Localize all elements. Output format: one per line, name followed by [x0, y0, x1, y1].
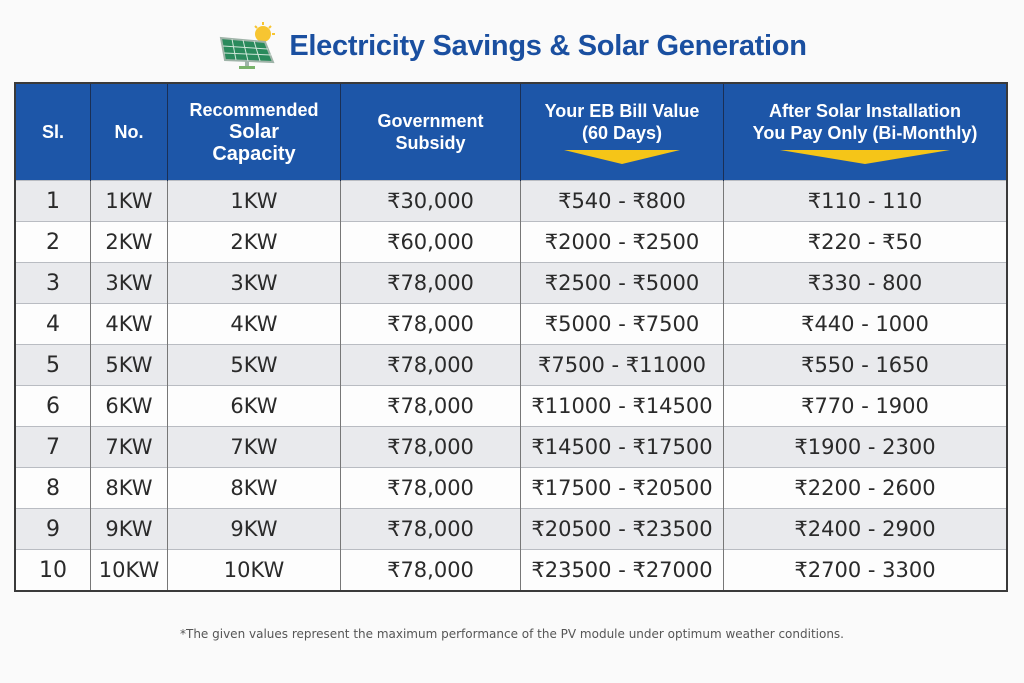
page-header: Electricity Savings & Solar Generation: [0, 22, 1024, 70]
cell-bill: ₹7500 - ₹11000: [520, 344, 724, 386]
cell-after-solar: ₹2700 - 3300: [723, 549, 1007, 591]
cell-sl: 7: [15, 426, 91, 468]
cell-no: 10KW: [90, 549, 168, 591]
table-row: 1 1KW 1KW ₹30,000 ₹540 - ₹800 ₹110 - 110: [15, 180, 1007, 222]
cell-after-solar: ₹1900 - 2300: [723, 426, 1007, 468]
cell-sl: 2: [15, 221, 91, 263]
cell-sl: 4: [15, 303, 91, 345]
cell-after-solar: ₹2200 - 2600: [723, 467, 1007, 509]
header-no: No.: [90, 83, 168, 181]
solar-panel-icon: [220, 22, 276, 69]
cell-sl: 3: [15, 262, 91, 304]
cell-bill: ₹2500 - ₹5000: [520, 262, 724, 304]
cell-capacity: 10KW: [167, 549, 341, 591]
header-line: Subsidy: [395, 133, 466, 153]
cell-capacity: 4KW: [167, 303, 341, 345]
page-title: Electricity Savings & Solar Generation: [289, 29, 807, 62]
cell-bill: ₹20500 - ₹23500: [520, 508, 724, 550]
cell-no: 2KW: [90, 221, 168, 263]
cell-subsidy: ₹78,000: [340, 508, 521, 550]
cell-no: 1KW: [90, 180, 168, 222]
cell-capacity: 2KW: [167, 221, 341, 263]
cell-subsidy: ₹60,000: [340, 221, 521, 263]
cell-sl: 10: [15, 549, 91, 591]
table-row: 4 4KW 4KW ₹78,000 ₹5000 - ₹7500 ₹440 - 1000: [15, 303, 1007, 345]
table-row: 7 7KW 7KW ₹78,000 ₹14500 - ₹17500 ₹1900 - 230…: [15, 426, 1007, 468]
cell-capacity: 6KW: [167, 385, 341, 427]
cell-no: 4KW: [90, 303, 168, 345]
cell-after-solar: ₹2400 - 2900: [723, 508, 1007, 550]
cell-no: 7KW: [90, 426, 168, 468]
cell-subsidy: ₹78,000: [340, 303, 521, 345]
cell-sl: 1: [15, 180, 91, 222]
cell-bill: ₹2000 - ₹2500: [520, 221, 724, 263]
cell-bill: ₹540 - ₹800: [520, 180, 724, 222]
cell-capacity: 8KW: [167, 467, 341, 509]
footnote: *The given values represent the maximum …: [180, 627, 844, 641]
cell-subsidy: ₹78,000: [340, 426, 521, 468]
header-line: Your EB Bill Value: [544, 101, 700, 121]
table-row: 9 9KW 9KW ₹78,000 ₹20500 - ₹23500 ₹2400 - 290…: [15, 508, 1007, 550]
cell-sl: 8: [15, 467, 91, 509]
cell-subsidy: ₹78,000: [340, 344, 521, 386]
cell-sl: 6: [15, 385, 91, 427]
cell-after-solar: ₹110 - 110: [723, 180, 1007, 222]
cell-subsidy: ₹78,000: [340, 262, 521, 304]
cell-bill: ₹14500 - ₹17500: [520, 426, 724, 468]
cell-subsidy: ₹78,000: [340, 549, 521, 591]
cell-after-solar: ₹440 - 1000: [723, 303, 1007, 345]
header-line: Capacity: [212, 143, 296, 165]
header-after-solar: After Solar Installation You Pay Only (B…: [723, 83, 1007, 181]
cell-no: 8KW: [90, 467, 168, 509]
table-row: 8 8KW 8KW ₹78,000 ₹17500 - ₹20500 ₹2200 - 260…: [15, 467, 1007, 509]
arrow-down-icon: [564, 150, 680, 164]
cell-bill: ₹11000 - ₹14500: [520, 385, 724, 427]
cell-bill: ₹17500 - ₹20500: [520, 467, 724, 509]
arrow-down-icon: [780, 150, 950, 164]
header-bill: Your EB Bill Value (60 Days): [520, 83, 724, 181]
cell-after-solar: ₹220 - ₹50: [723, 221, 1007, 263]
header-line: Recommended: [189, 100, 319, 120]
cell-after-solar: ₹550 - 1650: [723, 344, 1007, 386]
cell-subsidy: ₹78,000: [340, 385, 521, 427]
cell-no: 5KW: [90, 344, 168, 386]
cell-no: 6KW: [90, 385, 168, 427]
cell-capacity: 9KW: [167, 508, 341, 550]
table-header-row: Sl. No. Recommended Solar Capacity Gover…: [15, 83, 1007, 181]
cell-bill: ₹23500 - ₹27000: [520, 549, 724, 591]
cell-subsidy: ₹78,000: [340, 467, 521, 509]
table-row: 5 5KW 5KW ₹78,000 ₹7500 - ₹11000 ₹550 - 1650: [15, 344, 1007, 386]
cell-capacity: 1KW: [167, 180, 341, 222]
cell-after-solar: ₹330 - 800: [723, 262, 1007, 304]
cell-subsidy: ₹30,000: [340, 180, 521, 222]
cell-no: 3KW: [90, 262, 168, 304]
table-row: 2 2KW 2KW ₹60,000 ₹2000 - ₹2500 ₹220 - ₹50: [15, 221, 1007, 263]
header-line: You Pay Only (Bi-Monthly): [752, 123, 978, 143]
cell-capacity: 3KW: [167, 262, 341, 304]
header-subsidy: Government Subsidy: [340, 83, 521, 181]
header-line: (60 Days): [581, 123, 663, 143]
cell-no: 9KW: [90, 508, 168, 550]
cell-bill: ₹5000 - ₹7500: [520, 303, 724, 345]
header-line: Solar: [228, 121, 280, 143]
header-line: Government: [377, 111, 484, 131]
savings-table: Sl. No. Recommended Solar Capacity Gover…: [14, 82, 1008, 592]
header-line: After Solar Installation: [768, 101, 962, 121]
table-row: 10 10KW 10KW ₹78,000 ₹23500 - ₹27000 ₹2700 - …: [15, 549, 1007, 591]
cell-after-solar: ₹770 - 1900: [723, 385, 1007, 427]
table-row: 3 3KW 3KW ₹78,000 ₹2500 - ₹5000 ₹330 - 800: [15, 262, 1007, 304]
cell-sl: 5: [15, 344, 91, 386]
table-row: 6 6KW 6KW ₹78,000 ₹11000 - ₹14500 ₹770 - 1900: [15, 385, 1007, 427]
cell-capacity: 5KW: [167, 344, 341, 386]
header-sl: Sl.: [15, 83, 91, 181]
cell-sl: 9: [15, 508, 91, 550]
header-capacity: Recommended Solar Capacity: [167, 83, 341, 181]
cell-capacity: 7KW: [167, 426, 341, 468]
